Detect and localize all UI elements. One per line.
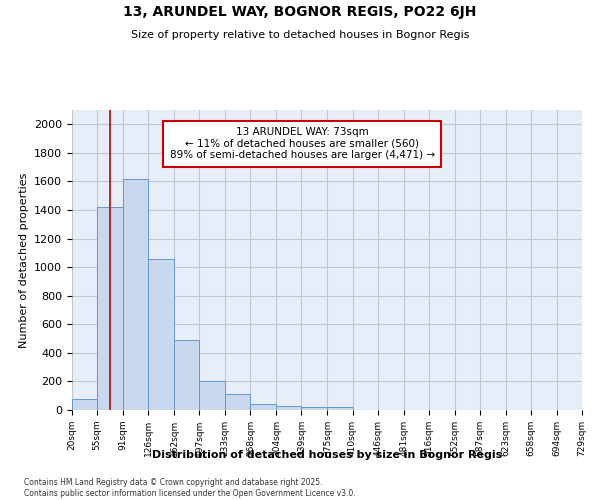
Text: Size of property relative to detached houses in Bognor Regis: Size of property relative to detached ho… — [131, 30, 469, 40]
Bar — [174, 340, 199, 410]
Bar — [97, 207, 123, 410]
Bar — [123, 178, 148, 410]
Bar — [148, 258, 174, 410]
Text: 13, ARUNDEL WAY, BOGNOR REGIS, PO22 6JH: 13, ARUNDEL WAY, BOGNOR REGIS, PO22 6JH — [124, 5, 476, 19]
Bar — [301, 407, 328, 410]
Text: 13 ARUNDEL WAY: 73sqm
← 11% of detached houses are smaller (560)
89% of semi-det: 13 ARUNDEL WAY: 73sqm ← 11% of detached … — [170, 127, 435, 160]
Bar — [276, 406, 301, 410]
Bar — [225, 394, 250, 410]
Y-axis label: Number of detached properties: Number of detached properties — [19, 172, 29, 348]
Bar — [72, 398, 97, 410]
Bar — [250, 404, 276, 410]
Text: Distribution of detached houses by size in Bognor Regis: Distribution of detached houses by size … — [152, 450, 502, 460]
Bar — [328, 407, 353, 410]
Bar — [199, 382, 225, 410]
Text: Contains HM Land Registry data © Crown copyright and database right 2025.
Contai: Contains HM Land Registry data © Crown c… — [24, 478, 356, 498]
